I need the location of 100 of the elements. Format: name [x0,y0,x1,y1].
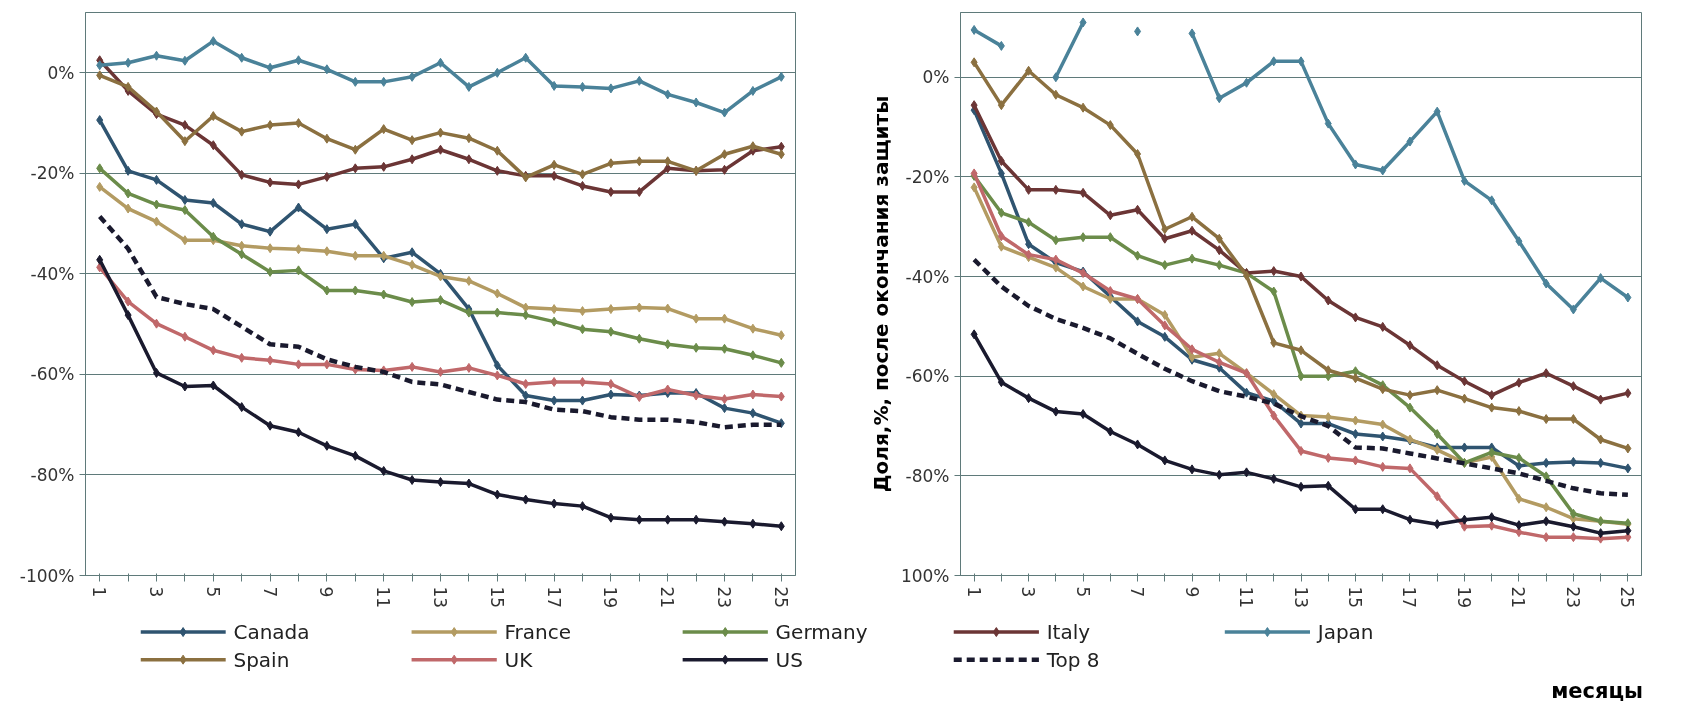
point [1542,471,1550,482]
point [1515,236,1523,247]
point [380,124,388,135]
point [1270,266,1278,277]
point [351,76,359,87]
point [1324,118,1332,129]
point [970,57,978,68]
point [1460,514,1468,525]
point [1624,388,1632,399]
point [635,333,643,344]
point [124,203,132,214]
point [351,219,359,230]
point [1079,281,1087,292]
point [1624,463,1632,474]
point [1624,443,1632,454]
point [1161,309,1169,320]
point [1542,368,1550,379]
point [522,378,530,389]
point [266,355,274,366]
point [550,316,558,327]
point [749,350,757,361]
y-tick-label: 100% [900,565,950,586]
point [997,207,1005,218]
point [96,115,104,126]
point [1488,512,1496,523]
point [1134,316,1142,327]
point [1433,360,1441,371]
x-tick-label: 17 [1399,586,1420,609]
point [408,247,416,258]
point [238,249,246,260]
point [351,144,359,155]
point [1433,429,1441,439]
y-tick-label: -80% [30,464,75,485]
point [970,24,978,35]
y-tick-label: -40% [905,266,950,287]
point [209,36,217,47]
point [522,310,530,321]
point [1542,278,1550,289]
point [1052,89,1060,100]
point [238,219,246,230]
point [1624,525,1632,536]
point [181,195,189,205]
point [323,285,331,296]
x-tick-label: 5 [1072,586,1093,598]
point [1106,210,1114,221]
point [607,512,615,523]
point [777,149,785,160]
point [1270,286,1278,297]
point [1106,286,1114,297]
point [1379,431,1387,442]
point [380,465,388,476]
x-tick-label: 5 [202,586,223,598]
point [465,275,473,286]
y-tick-label: -100% [19,565,75,586]
point [1542,516,1550,527]
point [493,145,501,156]
point [266,177,274,188]
x-tick-label: 19 [600,586,621,609]
point [238,126,246,137]
point [408,259,416,270]
point [124,188,132,199]
point [1379,461,1387,472]
point [1324,452,1332,463]
point [1433,519,1441,530]
point [1324,365,1332,376]
point [408,154,416,165]
point [1134,204,1142,215]
point [493,67,501,78]
point [1215,233,1223,244]
point [437,477,444,487]
point [1079,409,1087,420]
point [1025,65,1033,76]
point [607,83,615,94]
point [1569,508,1577,519]
point [96,163,104,174]
point [1052,184,1060,195]
x-axis-title: месяцы [1551,678,1644,703]
x-tick-label: 3 [1018,586,1039,598]
point [1324,480,1332,491]
point [209,111,217,122]
legend-label: Canada [233,620,310,645]
point [1460,393,1468,404]
point [1134,250,1142,261]
point [1025,393,1033,404]
legend-label: Japan [1315,620,1374,645]
point [1406,136,1414,147]
point [550,376,558,387]
point [209,231,217,242]
point [550,498,558,509]
point [1161,224,1169,235]
point [1079,187,1087,198]
point [1351,415,1359,426]
point [550,170,558,181]
point [238,352,246,363]
point [997,168,1005,179]
point [1406,390,1414,401]
point [749,141,757,152]
point [1215,260,1223,271]
y-tick-label: -20% [30,163,75,184]
point [1324,295,1332,306]
